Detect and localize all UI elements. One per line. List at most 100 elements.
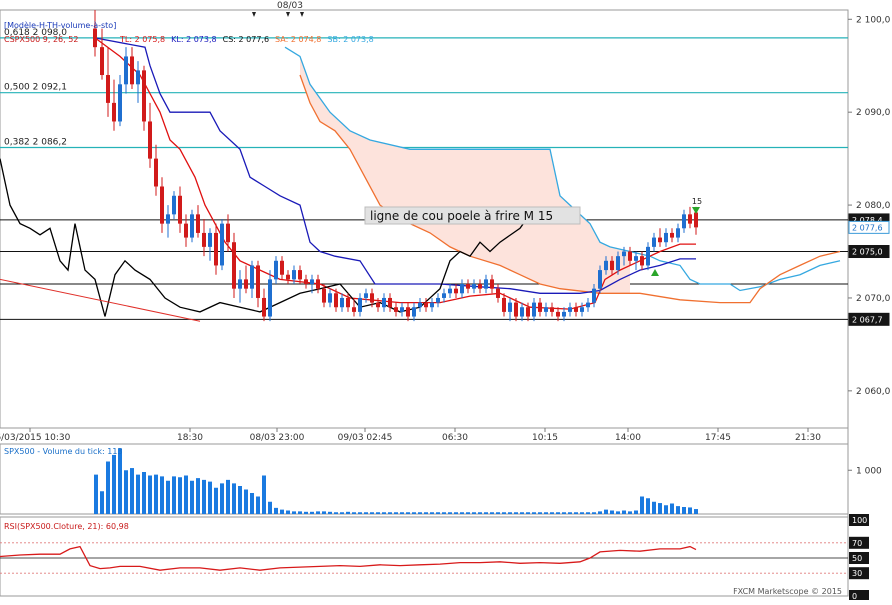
bear-candle [490,274,494,294]
volume-bar [184,475,188,514]
volume-bar [418,512,422,514]
kijun-line [94,37,696,294]
bear-candle [202,219,206,257]
volume-bar [124,470,128,514]
bear-candle [244,265,248,294]
candle-body [154,158,158,187]
bull-candle [460,279,464,298]
rsi-tick-label: 70 [852,539,862,548]
candle-body [412,307,416,317]
model-label: [Modèle-H-TH-volume-à-sto] [4,20,116,30]
bear-candle [658,228,662,247]
candle-body [184,223,188,238]
candle-body [592,288,596,303]
volume-bar [388,512,392,514]
price-tag: 2 077,6 [848,220,890,234]
bull-candle [310,274,314,294]
bear-candle [376,297,380,312]
candle-body [664,232,668,243]
indicator-legend: [Modèle-H-TH-volume-à-sto] CSPX500 9, 26… [4,20,374,44]
candle-body [328,293,332,303]
volume-bar [148,475,152,514]
panel-frames [0,9,849,597]
candle-body [370,293,374,303]
volume-panel: 1 000 SPX500 - Volume du tick: 113 [4,447,882,514]
bull-candle [592,284,596,308]
top-marker-label: 08/03 [277,1,303,11]
bear-candle [316,274,320,294]
senkou-a-line [299,74,841,304]
price-tag: 2 075,0 [848,245,890,259]
candle-body [358,297,362,312]
volume-bar [208,481,212,514]
bull-candle [268,270,272,322]
time-tick-label: 06/03/2015 10:30 [0,433,71,443]
rsi-tick-box [849,514,869,526]
volume-bar [604,509,608,514]
candle-body [394,307,398,312]
candle-body [382,297,386,308]
volume-bar [214,487,218,514]
bear-candle [556,307,560,322]
volume-bar [202,479,206,514]
bear-candle [406,302,410,322]
volume-bar [262,475,266,514]
volume-bar [472,512,476,514]
rsi-title: RSI(SPX500.Cloture, 21): 60,98 [4,522,129,531]
candle-body [658,237,662,243]
candle-body [562,311,566,317]
price-tag-label: 2 077,6 [852,223,883,232]
volume-bar [544,512,548,514]
volume-bar [646,498,650,514]
bull-candle [544,302,548,317]
volume-bar [238,486,242,514]
volume-bar [520,512,524,514]
bull-candle [190,209,194,243]
rsi-tick: 50 [849,552,869,564]
bull-candle [238,270,242,303]
bear-candle [526,302,530,322]
candle-body [478,284,482,289]
candle-body [292,270,296,280]
volume-bar [628,511,632,514]
volume-bar [220,483,224,514]
bull-candle [604,256,608,275]
candle-body [526,307,530,317]
bear-candle [346,293,350,312]
candle-body [130,56,134,85]
volume-bar [496,512,500,514]
bear-candle [256,260,260,308]
candle-body [118,84,122,122]
volume-bar [100,491,104,514]
bull-candle [448,284,452,298]
candlesticks [93,10,698,322]
volume-bar [622,510,626,514]
volume-bar [94,474,98,514]
candle-body [106,75,110,103]
time-axis: 06/03/2015 10:30 18:30 08/03 23:00 09/03 02… [0,428,821,443]
bull-candle [418,297,422,312]
candle-body [196,214,200,233]
candle-body [556,311,560,317]
bear-candle [424,297,428,312]
volume-bar [430,512,434,514]
bear-candle [610,256,614,275]
up-arrow-icon [651,269,659,276]
rsi-tick-label: 50 [852,554,862,563]
bear-candle [184,214,188,247]
bull-candle [598,265,602,294]
bear-candle [93,10,97,57]
volume-bar [346,511,350,514]
candle-body [508,302,512,312]
volume-bar [352,512,356,514]
candle-body [682,214,686,229]
candle-body [93,28,97,48]
volume-bar [562,512,566,514]
bull-candle [634,251,638,271]
bull-candle [586,297,590,312]
fib-level-label: 0,382 2 086,2 [4,137,67,147]
candle-body [532,302,536,317]
top-date-marker: 08/03 [252,1,304,17]
rsi-tick: 30 [849,567,869,580]
